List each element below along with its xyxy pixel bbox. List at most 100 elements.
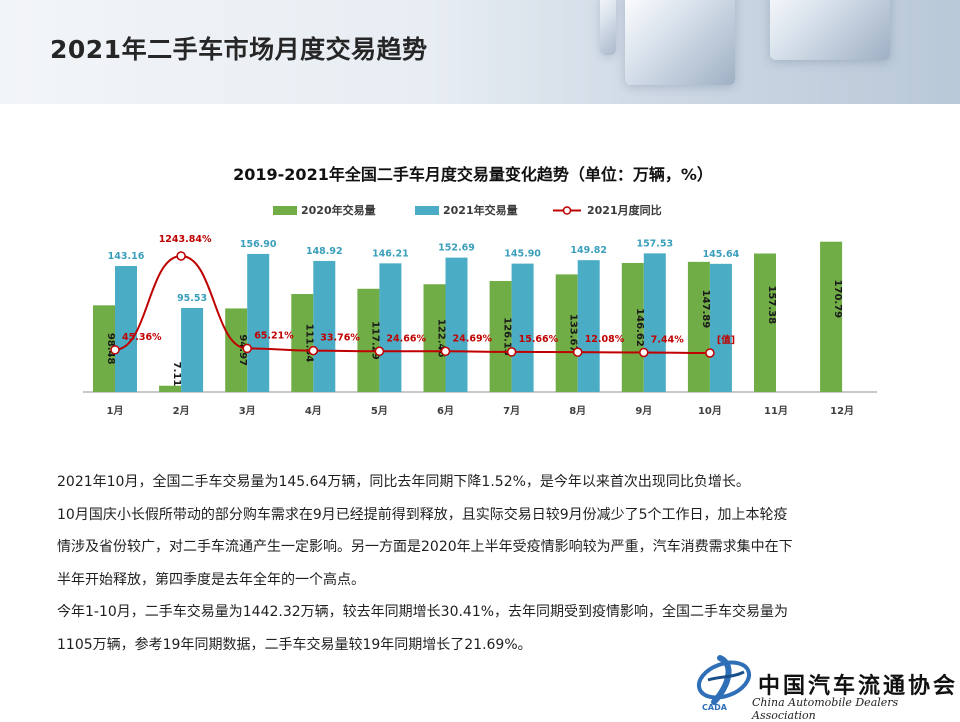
bar-label-2020-7: 126.15 [502,317,513,356]
bar-label-2021-3: 156.90 [240,239,277,250]
paragraph: 今年1-10月，二手车交易量为1442.32万辆，较去年同期增长30.41%，去… [57,604,789,621]
bar-label-2020-4: 111.34 [303,324,314,363]
legend-label-0: 2020年交易量 [301,203,376,217]
x-tick-label: 5月 [371,405,388,417]
yoy-label-3: 65.21% [254,330,294,341]
chart: 2019-2021年全国二手车月度交易量变化趋势（单位：万辆，%） 2020年交… [83,165,877,417]
yoy-point-8 [572,347,583,357]
organization-name: 中国汽车流通协会 [758,673,959,699]
yoy-series-line [114,254,710,354]
yoy-point-4 [308,345,319,356]
yoy-label-2: 1243.84% [159,234,212,245]
bar-label-2021-7: 145.90 [504,249,541,260]
legend-label-2: 2021月度同比 [587,203,662,217]
chart-title: 2019-2021年全国二手车月度交易量变化趋势（单位：万辆，%） [233,165,713,184]
x-tick-label: 8月 [569,405,586,417]
bar-label-2020-3: 94.97 [237,334,248,366]
bar-label-2021-1: 143.16 [108,251,145,262]
chart-legend: 2020年交易量 2021年交易量 2021月度同比 [273,203,662,217]
bar-label-2020-5: 117.29 [369,321,380,360]
bar-label-2021-4: 148.92 [306,246,343,257]
yoy-label-10: [值] [717,334,735,346]
legend-swatch-0 [273,206,297,215]
bar-label-2021-6: 152.69 [438,243,475,254]
x-tick-label: 6月 [437,405,454,417]
x-tick-label: 2月 [173,405,190,417]
yoy-point-7 [506,347,517,357]
cada-logo-icon: CADA [696,655,752,712]
bar-label-2020-9: 146.62 [634,308,645,347]
x-tick-label: 7月 [503,405,520,417]
bar-2021-8 [577,260,600,392]
bar-2020-1 [93,305,115,392]
bar-2021-4 [313,260,336,392]
bar-2021-9 [643,253,666,392]
summary-text: 2021年10月，全国二手车交易量为145.64万辆，同比去年同期下降1.52%… [57,466,907,662]
yoy-label-7: 15.66% [519,334,559,345]
bar-2021-1 [115,266,137,392]
bar-2021-7 [511,263,534,392]
yoy-label-1: 45.36% [122,332,162,343]
bar-2021-3 [247,253,270,392]
bar-2020-7 [489,280,512,392]
decorative-cube-1 [625,0,735,85]
page-title: 2021年二手车市场月度交易趋势 [50,35,428,64]
bar-2021-5 [379,263,402,392]
bar-label-2020-8: 133.67 [568,314,579,353]
legend-swatch-marker [562,206,572,215]
paragraph: 情涉及省份较广，对二手车流通产生一定影响。另一方面是2020年上半年受疫情影响较… [57,539,793,556]
paragraph: 2021年10月，全国二手车交易量为145.64万辆，同比去年同期下降1.52%… [57,474,750,490]
legend-swatch-1 [415,206,439,215]
bar-2021-2 [181,307,204,392]
x-tick-label: 11月 [764,405,788,417]
paragraph: 半年开始释放，第四季度是去年全年的一个高点。 [57,571,365,588]
bar-label-2021-10: 145.64 [703,249,740,260]
yoy-point-6 [440,346,451,357]
x-tick-label: 3月 [239,405,256,417]
x-tick-label: 1月 [107,405,124,417]
bar-2020-5 [357,288,380,392]
yoy-label-9: 7.44% [651,334,684,345]
yoy-point-2 [176,251,186,261]
bar-2020-6 [423,284,446,392]
bar-label-2020-6: 122.46 [436,319,447,358]
bar-label-2020-2: 7.11 [171,362,182,387]
bar-label-2020-12: 170.79 [832,280,843,319]
bar-2020-11 [754,253,776,392]
yoy-point-1 [110,345,120,355]
yoy-point-3 [242,343,252,354]
x-tick-label: 4月 [305,405,322,417]
bar-2020-2 [159,385,182,392]
logo-text: CADA [702,703,728,712]
bar-2020-10 [687,261,710,392]
bar-label-2020-10: 147.89 [700,290,711,329]
bar-2020-4 [291,294,314,392]
bar-2020-12 [820,241,843,392]
bar-2020-8 [555,274,578,392]
bar-label-2021-2: 95.53 [177,293,207,304]
yoy-label-8: 12.08% [585,334,625,345]
yoy-label-5: 24.66% [386,333,426,344]
organization-english-name: China Automobile Dealers Association [752,696,899,722]
yoy-point-5 [374,346,385,357]
header-banner: 2021年二手车市场月度交易趋势 [0,0,960,104]
yoy-point-9 [639,347,649,358]
decorative-cube-3 [600,0,616,55]
x-tick-label: 9月 [635,405,652,417]
yoy-label-4: 33.76% [320,333,360,344]
bar-label-2021-8: 149.82 [570,245,607,256]
bar-2020-9 [621,262,644,392]
bar-2021-10 [709,263,732,392]
yoy-label-6: 24.69% [453,333,493,344]
legend-label-1: 2021年交易量 [443,203,518,217]
bar-label-2021-5: 146.21 [372,248,409,259]
yoy-point-10 [705,348,715,358]
x-tick-label: 10月 [698,405,722,417]
x-tick-label: 12月 [830,405,854,417]
decorative-cube-2 [770,0,890,60]
bar-2020-3 [225,308,248,392]
bar-2021-6 [445,257,468,392]
paragraph: 10月国庆小长假所带动的部分购车需求在9月已经提前得到释放，且实际交易日较9月份… [57,506,788,523]
bar-label-2020-11: 157.38 [766,285,777,324]
bar-label-2021-9: 157.53 [636,238,673,249]
